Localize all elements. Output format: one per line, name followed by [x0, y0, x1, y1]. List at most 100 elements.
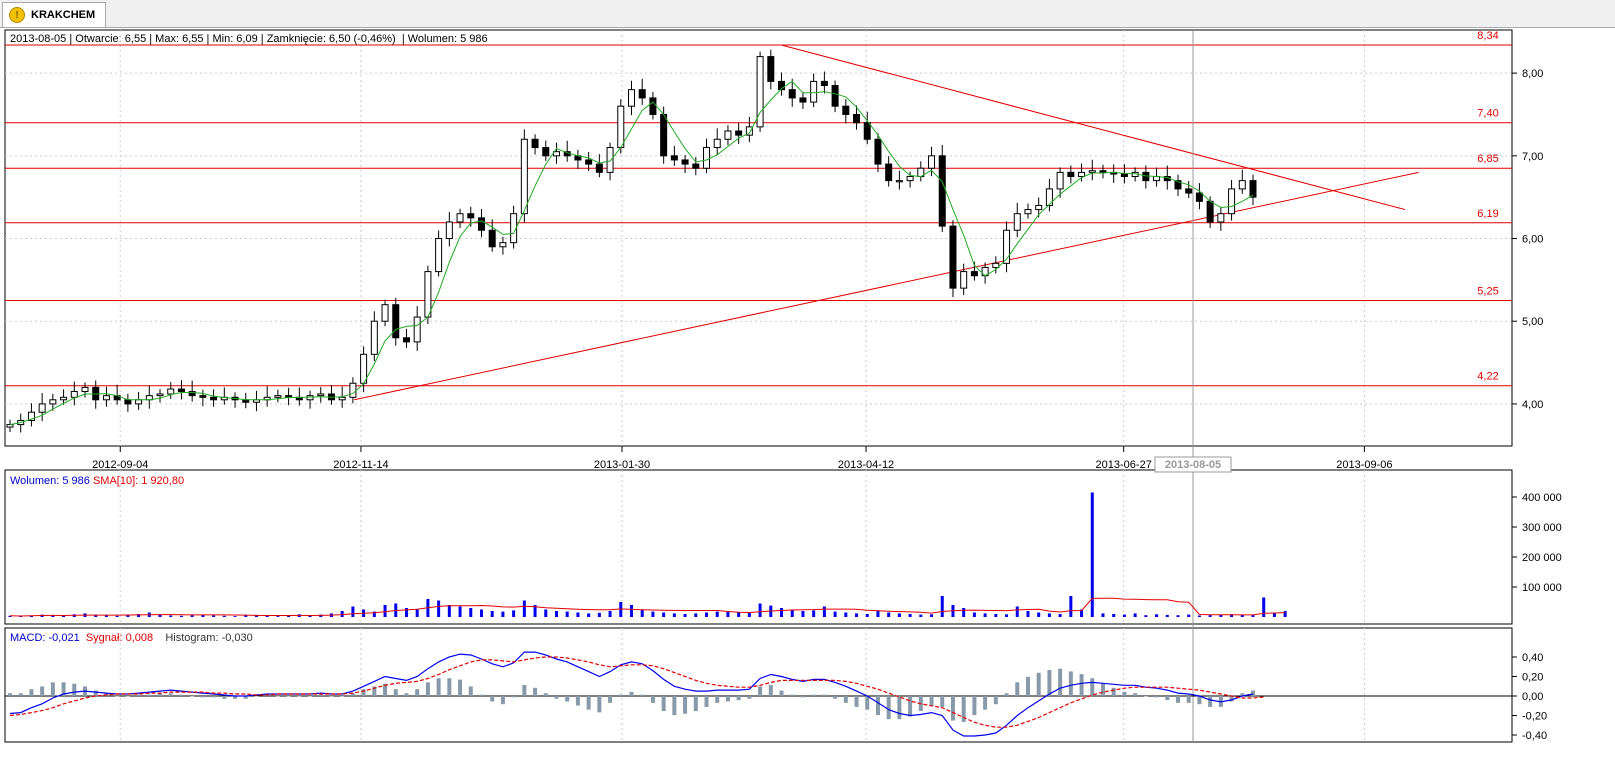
macd-histogram-bar	[190, 696, 195, 697]
tab-krakchem[interactable]: ! KRAKCHEM	[2, 2, 107, 27]
volume-bar	[404, 608, 408, 617]
macd-histogram-bar	[147, 694, 152, 696]
candle-body	[1228, 188, 1236, 215]
macd-histogram-bar	[308, 696, 313, 697]
candle-body	[703, 147, 711, 169]
macd-histogram-bar	[1036, 672, 1041, 696]
volume-bar	[640, 609, 644, 617]
candle-body	[60, 396, 68, 401]
candle-body	[199, 395, 207, 398]
volume-bar	[1165, 614, 1169, 617]
volume-bar	[372, 611, 376, 617]
macd-histogram-bar	[725, 696, 730, 702]
volume-y-tick-label: 300 000	[1522, 522, 1562, 534]
candle-body	[863, 122, 871, 140]
level-label: 8,34	[1477, 30, 1498, 42]
candle-body	[842, 105, 850, 115]
info-date: 2013-08-05	[10, 33, 67, 45]
volume-bar	[1101, 613, 1105, 617]
macd-histogram-bar	[93, 690, 98, 696]
candle-body	[595, 163, 603, 173]
macd-histogram-bar	[683, 696, 688, 714]
macd-histogram-bar	[372, 686, 377, 696]
volume-bar	[790, 609, 794, 617]
macd-histogram-bar	[415, 689, 420, 696]
volume-bar	[715, 611, 719, 617]
candle-body	[38, 403, 46, 413]
macd-histogram-bar	[179, 694, 184, 696]
volume-bar	[705, 612, 709, 617]
macd-histogram-bar	[200, 696, 205, 698]
macd-histogram-bar	[425, 682, 430, 696]
macd-y-tick-label: 0,00	[1522, 691, 1543, 703]
price-sma-line	[9, 80, 1254, 426]
macd-histogram-bar	[640, 694, 645, 696]
candle-body	[949, 225, 957, 289]
volume-bar	[533, 605, 537, 617]
histogram-legend-value: Histogram: -0,030	[165, 632, 253, 644]
macd-histogram-bar	[500, 696, 505, 705]
candle-body	[520, 138, 528, 215]
volume-bar	[222, 615, 226, 617]
volume-bar	[1187, 614, 1191, 617]
candle-body	[1185, 188, 1193, 194]
candle-body	[510, 213, 518, 244]
volume-bar	[576, 612, 580, 617]
macd-y-tick-label: -0,40	[1522, 730, 1547, 742]
macd-histogram-bar	[865, 696, 870, 710]
macd-histogram-bar	[1186, 696, 1191, 703]
volume-bar	[254, 614, 258, 617]
candle-body	[906, 175, 914, 182]
candle-body	[210, 396, 218, 401]
volume-bar	[1058, 614, 1062, 617]
volume-bar	[737, 612, 741, 617]
volume-bar	[865, 614, 869, 617]
macd-histogram-bar	[715, 696, 720, 703]
macd-histogram-bar	[758, 686, 763, 696]
volume-bar	[1155, 614, 1159, 617]
macd-histogram-bar	[1079, 674, 1084, 696]
volume-bar	[780, 608, 784, 617]
volume-bar	[233, 616, 237, 617]
macd-legend-value: MACD: -0,021	[10, 632, 80, 644]
volume-bar	[287, 615, 291, 617]
trend-line	[781, 44, 1406, 211]
volume-bar	[201, 614, 205, 617]
volume-legend-value: Wolumen: 5 986	[10, 475, 90, 487]
volume-bar	[1037, 612, 1041, 617]
candle-body	[692, 163, 700, 169]
volume-bar	[683, 614, 687, 617]
candle-body	[885, 163, 893, 182]
candle-body	[274, 395, 282, 398]
macd-histogram-bar	[1047, 670, 1052, 696]
macd-histogram-bar	[61, 682, 66, 696]
macd-histogram-bar	[886, 696, 891, 720]
candle-body	[27, 411, 35, 421]
macd-histogram-bar	[383, 683, 388, 696]
candle-body	[960, 271, 968, 289]
candle-body	[928, 155, 936, 169]
volume-bar	[554, 611, 558, 617]
volume-bar	[587, 613, 591, 617]
macd-histogram-bar	[115, 696, 120, 697]
candle-body	[895, 180, 903, 183]
candle-body	[724, 130, 732, 140]
candle-body	[628, 89, 635, 107]
volume-bar	[608, 611, 612, 617]
volume-bar	[1144, 615, 1148, 617]
candle-body	[1088, 170, 1096, 173]
candle-body	[381, 304, 389, 322]
volume-bar	[62, 615, 66, 617]
macd-histogram-bar	[650, 696, 655, 703]
macd-histogram-bar	[490, 696, 495, 702]
trend-line	[354, 171, 1419, 401]
macd-histogram-bar	[993, 696, 998, 705]
signal-line	[9, 656, 1264, 728]
price-y-tick-label: 6,00	[1522, 234, 1543, 246]
candle-body	[542, 147, 550, 157]
candle-body	[370, 320, 378, 355]
macd-histogram-bar	[1143, 696, 1148, 697]
cursor-date-box	[1154, 456, 1232, 473]
volume-bar	[1240, 614, 1244, 617]
